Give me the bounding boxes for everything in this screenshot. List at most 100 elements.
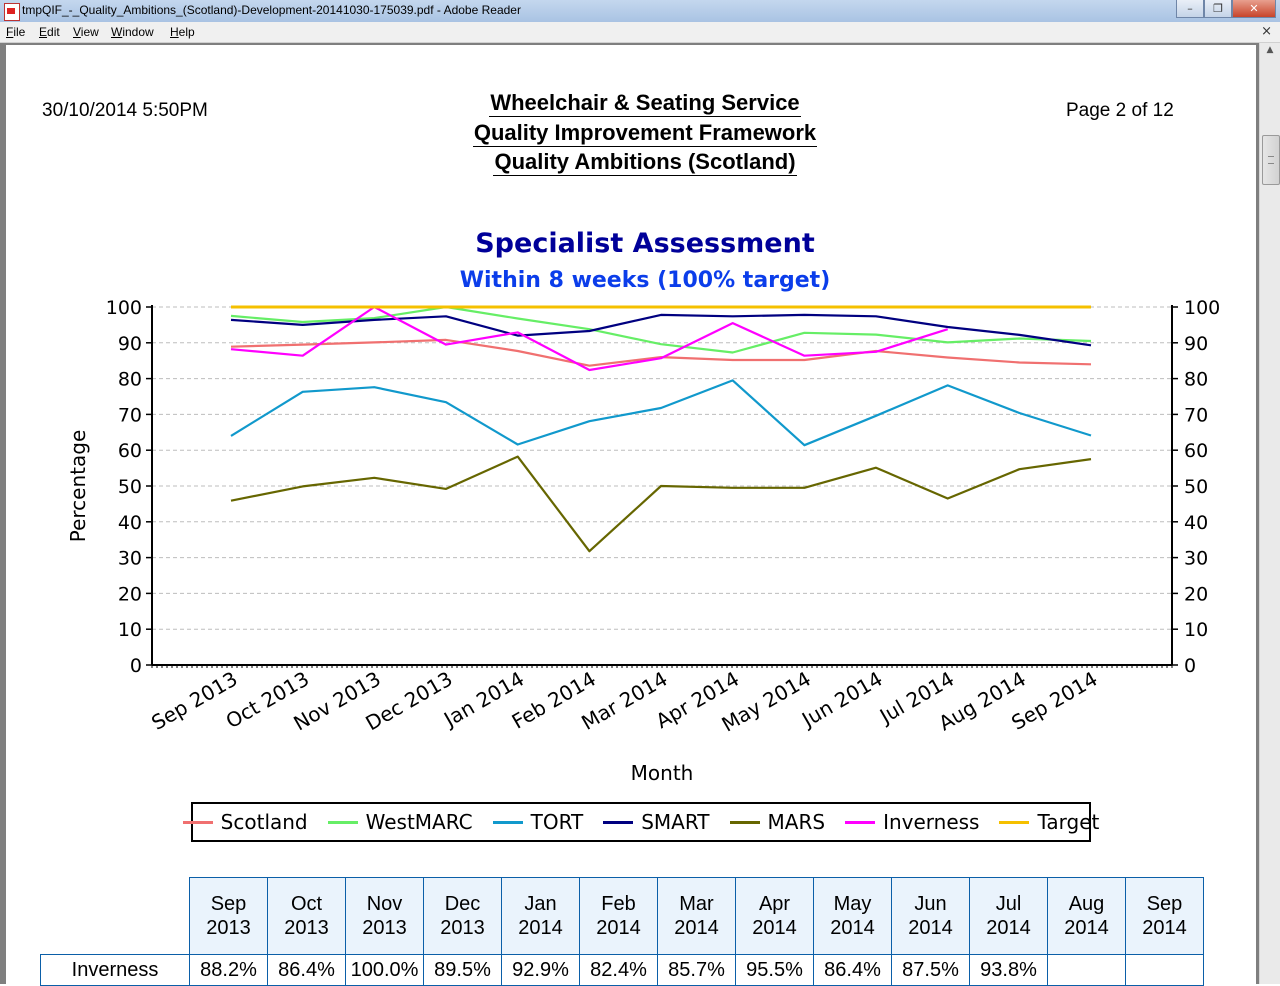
legend-label: Inverness	[883, 810, 980, 834]
minimize-button[interactable]: –	[1176, 0, 1204, 18]
legend-label: TORT	[530, 810, 584, 834]
y-tick-label-left: 60	[118, 440, 142, 462]
legend-label: WestMARC	[365, 810, 473, 834]
legend-swatch	[603, 820, 634, 824]
table-cell	[1125, 954, 1204, 986]
y-tick-label-left: 20	[118, 583, 142, 605]
table-column-header: Mar 2014	[657, 877, 736, 955]
series-line-tort	[230, 379, 1092, 447]
menu-bar: File Edit View Window Help ×	[0, 22, 1280, 43]
series-line-westmarc	[230, 305, 1092, 354]
legend-item-westmarc: WestMARC	[327, 810, 473, 834]
y-tick-label-left: 80	[118, 369, 142, 391]
table-cell: 100.0%	[345, 954, 424, 986]
legend-label: SMART	[641, 810, 710, 834]
report-title-text: Wheelchair & Seating Service	[489, 90, 801, 117]
legend-swatch	[492, 820, 523, 824]
table-header-row: Sep 2013 Oct 2013 Nov 2013 Dec 2013 Jan 2014 Feb 20…	[40, 877, 1204, 955]
window-controls: – ❐ ✕	[1176, 0, 1276, 18]
chart-subtitle: Within 8 weeks (100% target)	[459, 268, 831, 293]
table-column-header: Jun 2014	[891, 877, 970, 955]
table-column-header: Apr 2014	[735, 877, 814, 955]
legend-swatch	[845, 820, 876, 824]
y-tick-label-left: 50	[118, 476, 142, 498]
pdf-icon	[4, 3, 20, 21]
header-year: 2014	[596, 917, 641, 939]
menu-file[interactable]: File	[6, 25, 26, 39]
scroll-up-icon[interactable]: ▲	[1266, 45, 1274, 55]
menu-help[interactable]: Help	[170, 25, 195, 39]
legend-label: Target	[1037, 810, 1100, 834]
maximize-button[interactable]: ❐	[1204, 0, 1232, 18]
table-column-header: Nov 2013	[345, 877, 424, 955]
table-column-header: Jan 2014	[501, 877, 580, 955]
series-line-mars	[230, 455, 1092, 553]
legend-item-mars: MARS	[729, 810, 826, 834]
series-line-inverness	[230, 305, 949, 372]
header-year: 2014	[1142, 917, 1187, 939]
table-cell: 82.4%	[579, 954, 658, 986]
table-column-header: Sep 2014	[1125, 877, 1204, 955]
chart-legend: Scotland WestMARC TORT SMART MARS Inverness Ta…	[182, 802, 1099, 842]
report-title-text: Quality Improvement Framework	[472, 120, 818, 147]
row-label: Inverness	[40, 954, 190, 986]
x-tick-label: Jun 2014	[796, 667, 886, 733]
menu-edit[interactable]: Edit	[39, 25, 60, 39]
y-tick-label-left: 70	[118, 404, 142, 426]
legend-swatch	[182, 820, 213, 824]
header-month: Sep	[210, 893, 247, 915]
header-year: 2013	[362, 917, 407, 939]
report-title-text: Quality Ambitions (Scotland)	[493, 149, 797, 176]
header-month: Apr	[758, 893, 791, 915]
header-year: 2014	[752, 917, 797, 939]
header-month: Mar	[679, 893, 714, 915]
y-tick-label-right: 20	[1184, 583, 1208, 605]
y-tick-label-right: 40	[1184, 512, 1208, 534]
table-cell	[1047, 954, 1126, 986]
table-corner	[40, 877, 190, 955]
legend-label: MARS	[767, 810, 826, 834]
document-close-icon[interactable]: ×	[1261, 24, 1272, 39]
table-cell: 95.5%	[735, 954, 814, 986]
legend-item-smart: SMART	[603, 810, 710, 834]
header-year: 2013	[206, 917, 251, 939]
y-tick-label-right: 70	[1184, 404, 1208, 426]
header-year: 2014	[908, 917, 953, 939]
y-tick-label-right: 100	[1184, 297, 1220, 319]
table-column-header: Jul 2014	[969, 877, 1048, 955]
table-cell: 93.8%	[969, 954, 1048, 986]
vertical-scrollbar[interactable]: ▲	[1259, 43, 1280, 984]
menu-view[interactable]: View	[73, 25, 99, 39]
y-tick-label-left: 100	[106, 297, 142, 319]
table-column-header: Feb 2014	[579, 877, 658, 955]
x-tick-label: Sep 2013	[147, 667, 241, 735]
page-indicator: Page 2 of 12	[1066, 100, 1174, 121]
scrollbar-thumb[interactable]	[1262, 135, 1280, 185]
header-month: Jul	[995, 893, 1022, 915]
window-title: tmpQIF_-_Quality_Ambitions_(Scotland)-De…	[22, 3, 521, 17]
header-month: Feb	[601, 893, 636, 915]
table-row: Inverness 88.2% 86.4% 100.0% 89.5% 92.9% 82.4%…	[40, 954, 1204, 986]
table-cell: 88.2%	[189, 954, 268, 986]
table-column-header: May 2014	[813, 877, 892, 955]
table-cell: 85.7%	[657, 954, 736, 986]
legend-item-tort: TORT	[492, 810, 584, 834]
y-tick-label-left: 90	[118, 333, 142, 355]
menu-window[interactable]: Window	[111, 25, 154, 39]
table-column-header: Dec 2013	[423, 877, 502, 955]
table-cell: 86.4%	[267, 954, 346, 986]
header-month: Sep	[1146, 893, 1183, 915]
header-year: 2013	[440, 917, 485, 939]
close-button[interactable]: ✕	[1232, 0, 1276, 18]
header-year: 2014	[1064, 917, 1109, 939]
table-column-header: Aug 2014	[1047, 877, 1126, 955]
table-cell: 86.4%	[813, 954, 892, 986]
report-title-line-3: Quality Ambitions (Scotland)	[400, 149, 890, 176]
y-tick-label-left: 30	[118, 548, 142, 570]
y-tick-label-right: 0	[1184, 655, 1196, 677]
header-month: May	[833, 893, 872, 915]
report-title-line-2: Quality Improvement Framework	[400, 120, 890, 147]
y-tick-label-right: 60	[1184, 440, 1208, 462]
y-tick-label-right: 90	[1184, 333, 1208, 355]
legend-item-inverness: Inverness	[845, 810, 979, 834]
